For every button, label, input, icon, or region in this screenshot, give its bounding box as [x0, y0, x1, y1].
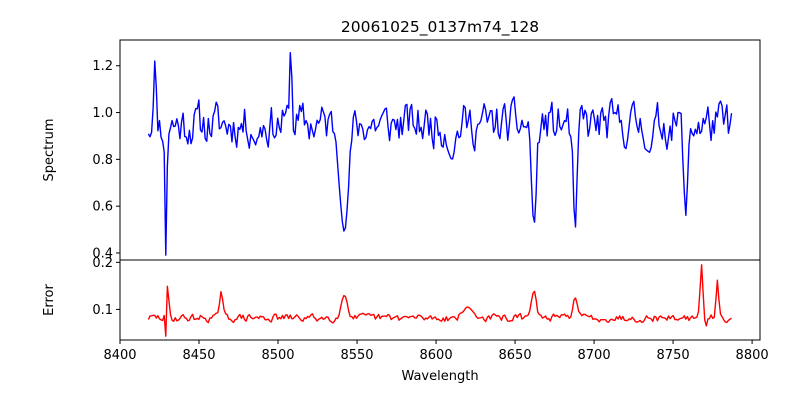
- x-tick-label: 8500: [261, 348, 294, 363]
- spectrum-y-tick-label: 0.6: [92, 200, 113, 215]
- error-line: [147, 264, 732, 337]
- error-y-tick-label: 0.2: [92, 256, 113, 271]
- x-tick-label: 8450: [182, 348, 215, 363]
- spectrum-y-ticks: 0.4 0.6 0.8 1.0 1.2: [92, 59, 120, 261]
- x-tick-label: 8750: [657, 348, 690, 363]
- spectrum-series-group: [147, 51, 733, 256]
- spectrum-y-label: Spectrum: [42, 119, 57, 182]
- spectrum-y-tick-label: 1.0: [92, 106, 113, 121]
- x-tick-label: 8700: [578, 348, 611, 363]
- x-axis-label: Wavelength: [401, 369, 478, 384]
- error-y-label: Error: [42, 284, 57, 316]
- error-y-tick-label: 0.1: [92, 303, 113, 318]
- error-y-ticks: 0.1 0.2: [92, 256, 120, 318]
- panel-spectrum: Spectrum 0.4 0.6 0.8 1.0 1.2: [42, 39, 761, 261]
- x-tick-label: 8650: [499, 348, 532, 363]
- spectrum-y-tick-label: 1.2: [92, 59, 113, 74]
- x-tick-label: 8400: [103, 348, 136, 363]
- x-tick-label: 8800: [736, 348, 769, 363]
- spectrum-y-tick-label: 0.4: [92, 246, 113, 261]
- chart-title: 20061025_0137m74_128: [341, 18, 539, 37]
- x-tick-label: 8550: [340, 348, 373, 363]
- error-axes-frame: [119, 259, 761, 341]
- spectrum-axes-frame: [119, 39, 761, 261]
- spectrum-y-tick-label: 0.8: [92, 153, 113, 168]
- x-tick-label: 8600: [420, 348, 453, 363]
- error-series-group: [147, 264, 732, 337]
- x-axis-ticks: 8400 8450 8500 8550 8600 8650 8700 8750 8800: [103, 340, 769, 363]
- panel-error: Error 0.1 0.2: [42, 256, 761, 341]
- spectrum-line: [147, 51, 733, 256]
